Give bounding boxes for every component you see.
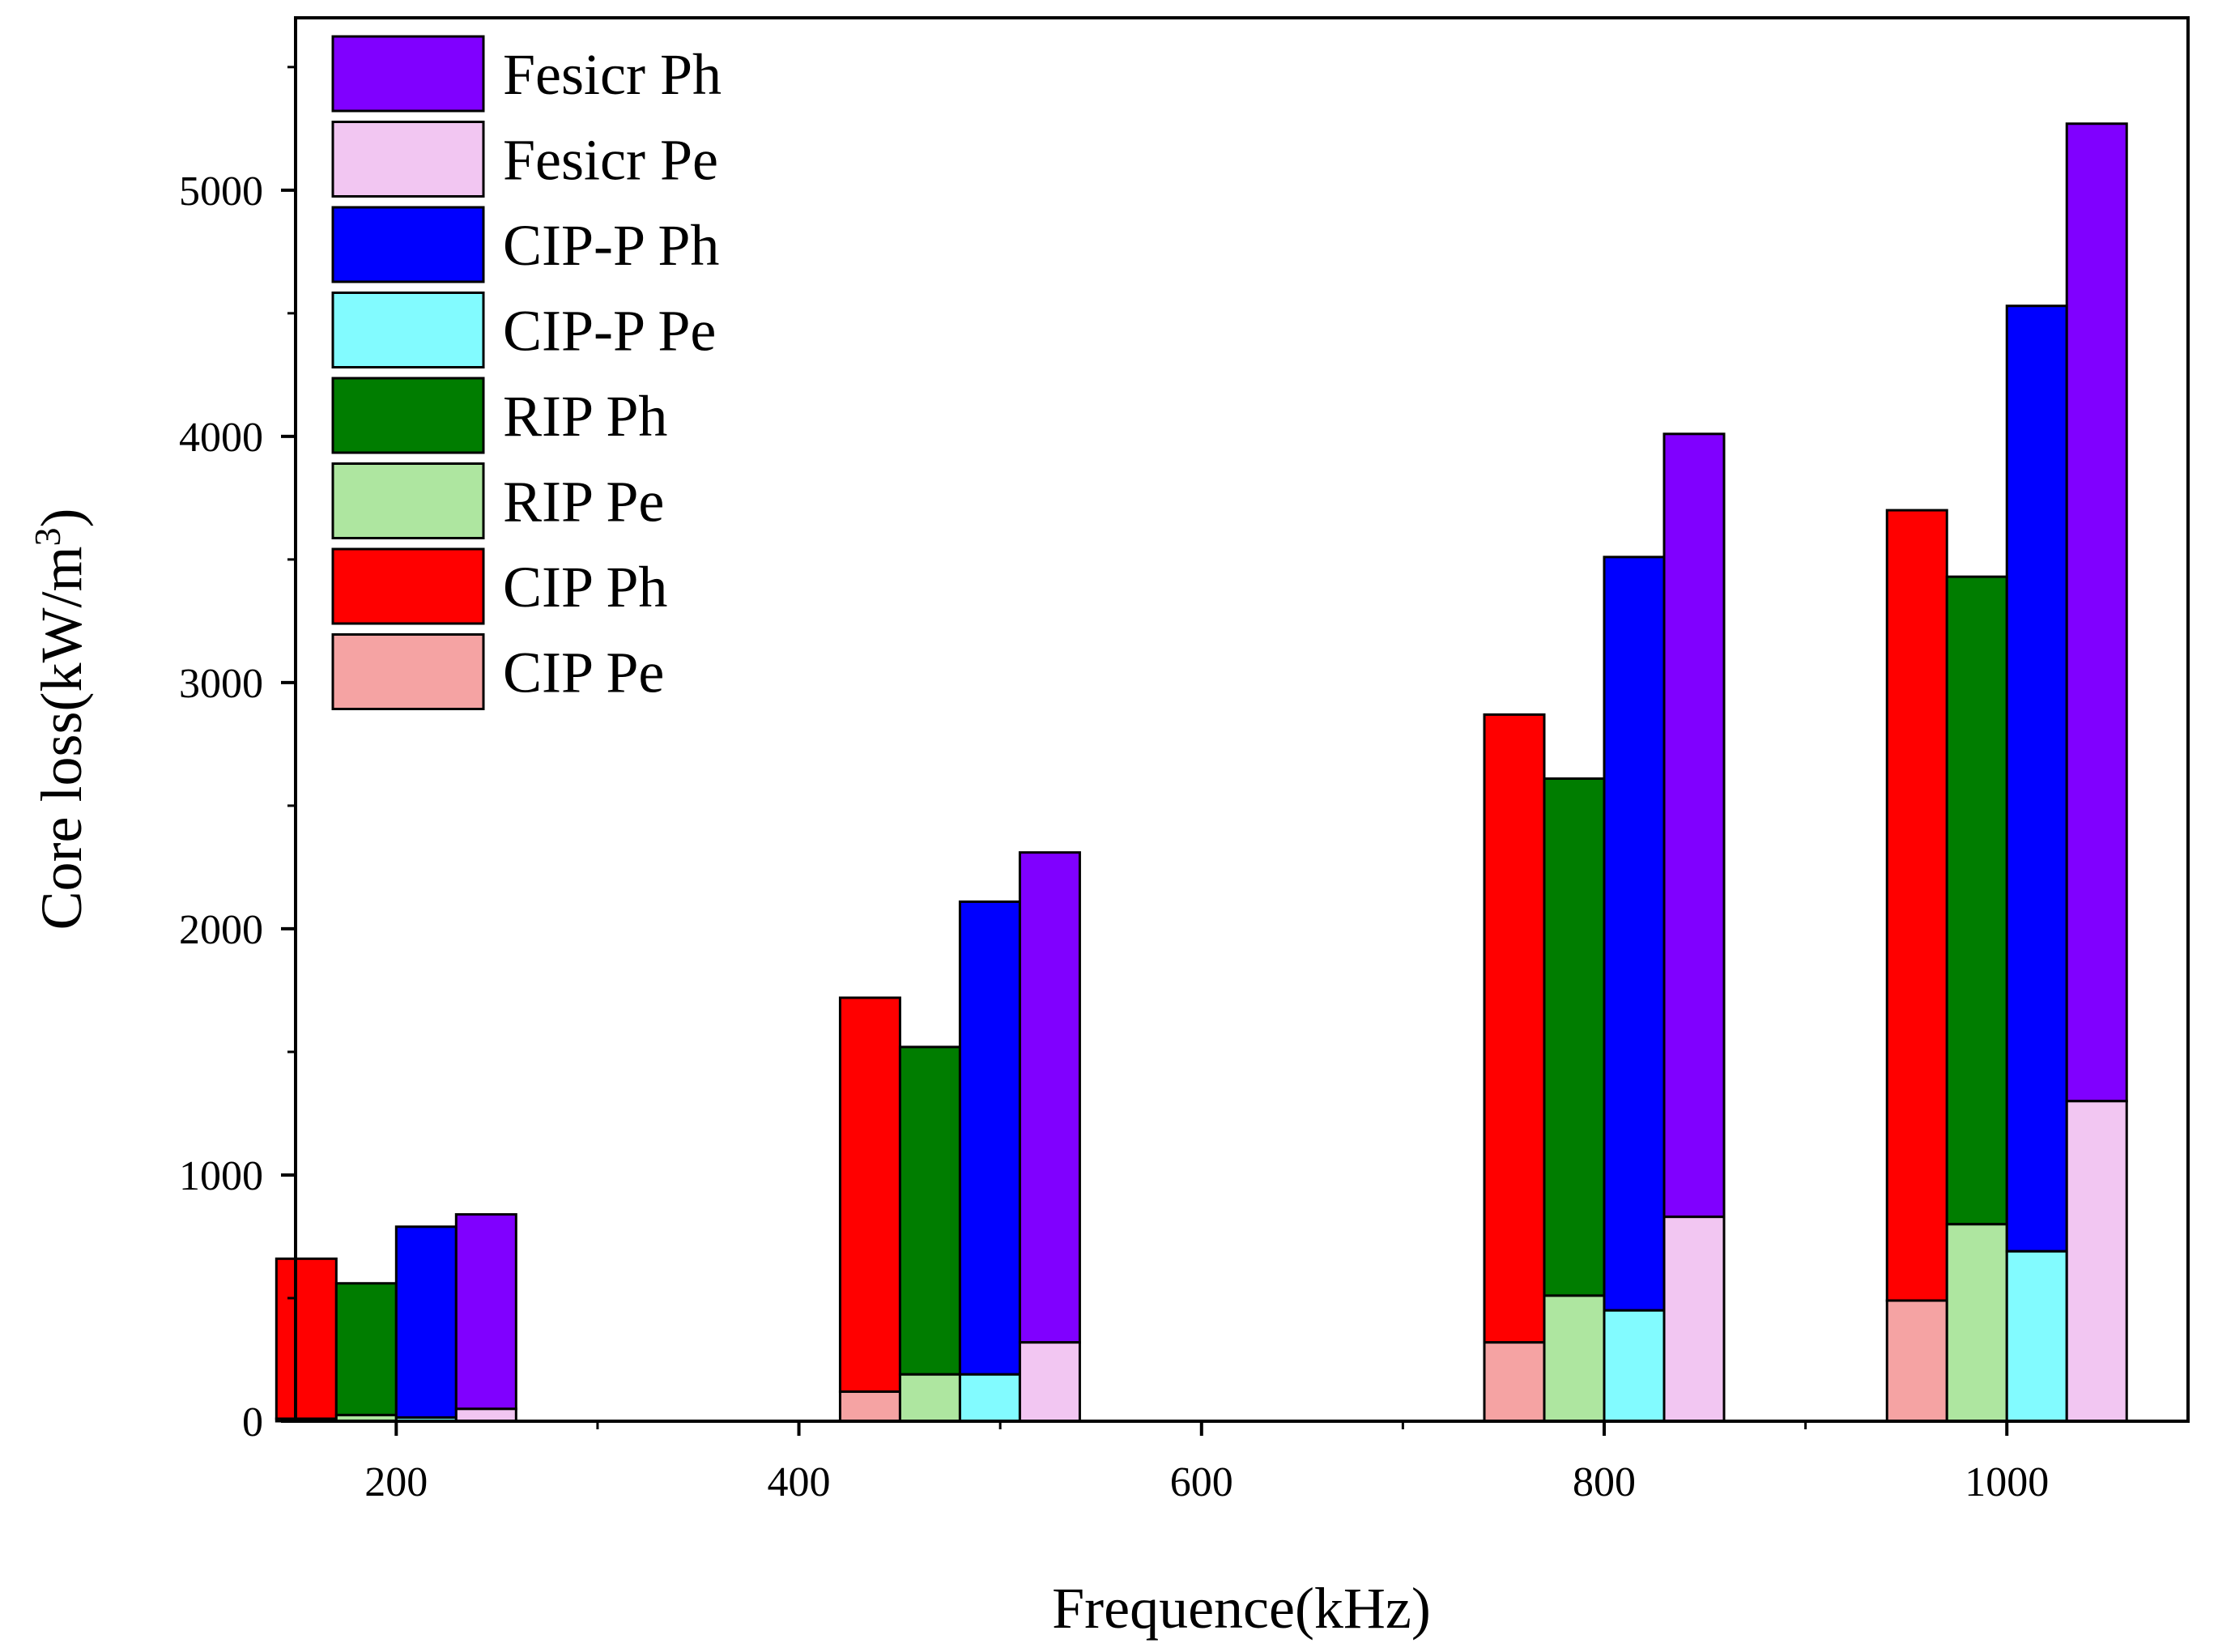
bar-cip-ph-1000 bbox=[1885, 509, 1948, 1302]
plot-frame bbox=[294, 16, 2190, 1423]
legend-swatch-fesicr-ph bbox=[331, 35, 485, 113]
y-tick-label-1000: 1000 bbox=[179, 1153, 263, 1199]
axis-ticks: 200 400 600 800 1000 0 1000 2000 3000 4000 5000 bbox=[179, 66, 2049, 1505]
legend-label-cip-ph: CIP Ph bbox=[503, 555, 667, 620]
y-tick-label-3000: 3000 bbox=[179, 661, 263, 707]
x-tick-label-800: 800 bbox=[1573, 1459, 1636, 1505]
x-tick-label-200: 200 bbox=[364, 1459, 428, 1505]
legend: Fesicr Ph Fesicr Pe CIP-P Ph CIP-P Pe RIP Ph… bbox=[331, 35, 722, 710]
bar-fesicr-pe-200 bbox=[454, 1407, 517, 1423]
bar-rip-ph-200 bbox=[334, 1282, 398, 1416]
y-axis-title-superscript: 3 bbox=[27, 528, 68, 547]
y-axis-title: Core loss(kW/m3) bbox=[27, 509, 94, 930]
legend-swatch-cip-pe bbox=[331, 633, 485, 710]
bar-cip-pe-800 bbox=[1483, 1341, 1546, 1423]
bar-cip-p-ph-1000 bbox=[2005, 304, 2068, 1253]
x-axis-title: Frequence(kHz) bbox=[1052, 1576, 1431, 1641]
bar-fesicr-ph-1000 bbox=[2065, 122, 2128, 1103]
bar-cip-p-ph-480 bbox=[958, 900, 1021, 1376]
bar-fesicr-ph-480 bbox=[1018, 851, 1081, 1344]
bar-cip-pe-480 bbox=[838, 1390, 901, 1423]
y-tick-label-0: 0 bbox=[242, 1399, 263, 1446]
legend-swatch-cip-ph bbox=[331, 547, 485, 625]
legend-label-cip-p-pe: CIP-P Pe bbox=[503, 299, 716, 364]
bar-fesicr-pe-480 bbox=[1018, 1341, 1081, 1423]
bar-fesicr-pe-1000 bbox=[2065, 1100, 2128, 1423]
bar-cip-p-pe-800 bbox=[1603, 1309, 1666, 1423]
y-tick-label-5000: 5000 bbox=[179, 168, 263, 215]
bar-rip-pe-480 bbox=[898, 1373, 961, 1423]
bar-cip-p-ph-200 bbox=[394, 1225, 458, 1419]
bar-rip-ph-480 bbox=[898, 1045, 961, 1376]
y-axis-title-main: Core loss(kW/m bbox=[29, 547, 94, 930]
legend-label-fesicr-ph: Fesicr Ph bbox=[503, 42, 722, 107]
bar-fesicr-pe-800 bbox=[1662, 1216, 1726, 1423]
bar-cip-p-pe-1000 bbox=[2005, 1250, 2068, 1423]
legend-swatch-cip-p-ph bbox=[331, 206, 485, 283]
legend-swatch-cip-p-pe bbox=[331, 292, 485, 368]
bar-rip-pe-800 bbox=[1543, 1294, 1606, 1423]
legend-swatch-rip-pe bbox=[331, 462, 485, 539]
y-axis-title-close: ) bbox=[29, 509, 94, 528]
x-tick-label-1000: 1000 bbox=[1965, 1459, 2049, 1505]
bar-fesicr-ph-200 bbox=[454, 1213, 517, 1411]
bar-rip-ph-800 bbox=[1543, 777, 1606, 1297]
legend-swatch-fesicr-pe bbox=[331, 121, 485, 198]
y-tick-label-2000: 2000 bbox=[179, 907, 263, 953]
legend-label-cip-pe: CIP Pe bbox=[503, 641, 664, 705]
bar-cip-ph-800 bbox=[1483, 713, 1546, 1344]
legend-label-rip-pe: RIP Pe bbox=[503, 470, 664, 534]
bar-cip-ph-200 bbox=[275, 1257, 338, 1420]
legend-label-rip-ph: RIP Ph bbox=[503, 384, 667, 449]
x-tick-label-400: 400 bbox=[768, 1459, 831, 1505]
bar-cip-p-ph-800 bbox=[1603, 556, 1666, 1312]
bar-rip-pe-1000 bbox=[1945, 1223, 2008, 1423]
bar-fesicr-ph-800 bbox=[1662, 432, 1726, 1219]
legend-label-fesicr-pe: Fesicr Pe bbox=[503, 128, 718, 193]
bar-cip-ph-480 bbox=[838, 996, 901, 1394]
legend-swatch-rip-ph bbox=[331, 377, 485, 454]
y-tick-label-4000: 4000 bbox=[179, 415, 263, 461]
bars-group bbox=[275, 122, 2128, 1423]
bar-cip-p-pe-480 bbox=[958, 1373, 1021, 1423]
x-tick-label-600: 600 bbox=[1170, 1459, 1233, 1505]
bar-rip-ph-1000 bbox=[1945, 575, 2008, 1226]
bar-cip-pe-1000 bbox=[1885, 1299, 1948, 1423]
legend-label-cip-p-ph: CIP-P Ph bbox=[503, 213, 719, 278]
